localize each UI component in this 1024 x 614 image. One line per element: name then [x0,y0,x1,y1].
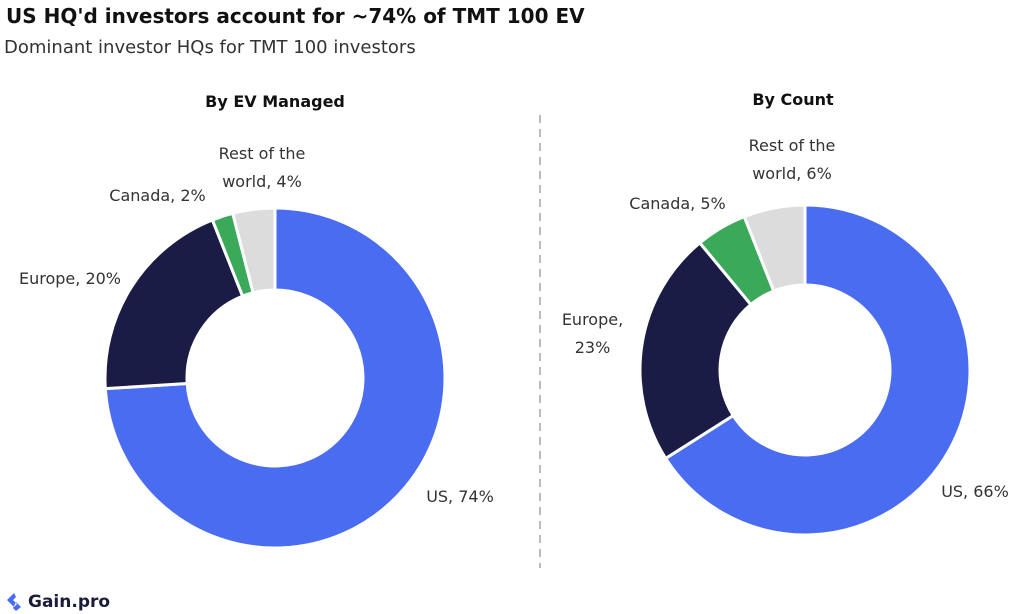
title: US HQ'd investors account for ~74% of TM… [6,4,585,28]
data-label: US, 66% [941,482,1009,501]
logo-icon [7,593,21,611]
chart-title: By EV Managed [205,92,345,111]
donut-slice [638,240,753,461]
data-label: Rest of the world, 4% [218,144,306,191]
donut-slice [103,206,447,550]
data-label: Europe, 20% [19,269,121,288]
data-label: Canada, 2% [109,186,206,205]
donut-slice [663,203,972,537]
data-label: Rest of the world, 6% [748,136,836,183]
logo-text: Gain.pro [28,592,111,612]
logo: Gain.pro [4,592,110,612]
subtitle: Dominant investor HQs for TMT 100 invest… [4,37,416,58]
data-label: US, 74% [426,487,494,506]
donut-slice [103,217,245,391]
donut-slice [230,206,277,295]
donut-slice [742,203,807,293]
data-label: Europe, 23% [561,310,624,357]
chart-title: By Count [752,90,834,109]
data-label: Canada, 5% [629,194,726,213]
